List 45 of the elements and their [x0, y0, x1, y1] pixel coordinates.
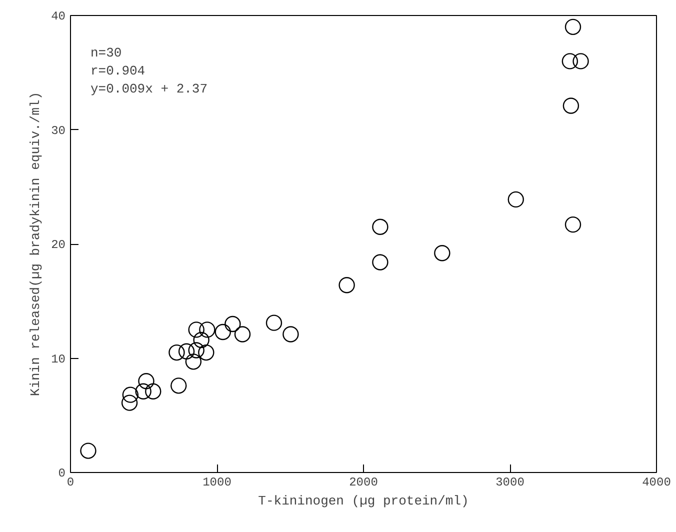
- y-axis-title: Kinin released(µg bradykinin equiv./ml): [28, 92, 44, 396]
- point: [199, 322, 216, 338]
- y-tick-label: 40: [51, 10, 66, 24]
- point: [80, 442, 96, 459]
- x-tick-label: 1000: [202, 476, 232, 490]
- point: [434, 245, 450, 262]
- x-tick-label: 2000: [349, 476, 378, 490]
- x-tick-label: 0: [66, 476, 74, 490]
- point: [188, 322, 204, 338]
- point: [234, 326, 251, 342]
- point: [562, 53, 578, 70]
- point: [564, 216, 582, 233]
- point: [188, 342, 204, 358]
- point: [145, 383, 162, 400]
- annotation: n=30: [90, 46, 122, 60]
- point: [562, 98, 580, 114]
- point: [508, 191, 524, 208]
- point: [282, 326, 299, 342]
- point: [168, 344, 185, 361]
- point: [121, 394, 138, 411]
- point: [122, 386, 139, 403]
- point: [135, 383, 152, 400]
- y-tick-label: 10: [51, 352, 66, 366]
- point: [372, 254, 388, 270]
- y-tick-label: 0: [58, 466, 66, 480]
- annotation: y=0.009x + 2.37: [90, 82, 208, 96]
- point: [198, 344, 214, 361]
- annotation: r=0.904: [90, 64, 146, 78]
- y-tick-label: 20: [51, 238, 66, 252]
- y-tick-label: 30: [51, 124, 66, 138]
- x-tick-label: 4000: [642, 476, 671, 490]
- point: [572, 53, 589, 70]
- point: [214, 324, 231, 340]
- point: [193, 332, 210, 348]
- point: [266, 314, 282, 331]
- point: [178, 343, 195, 360]
- point: [138, 373, 154, 390]
- point: [170, 378, 187, 394]
- point: [338, 277, 355, 294]
- point: [185, 354, 202, 370]
- point: [564, 18, 582, 36]
- x-tick-label: 3000: [496, 476, 524, 490]
- x-axis-title: T-kininogen (µg protein/ml): [258, 494, 469, 508]
- point: [224, 316, 241, 332]
- point: [372, 218, 388, 235]
